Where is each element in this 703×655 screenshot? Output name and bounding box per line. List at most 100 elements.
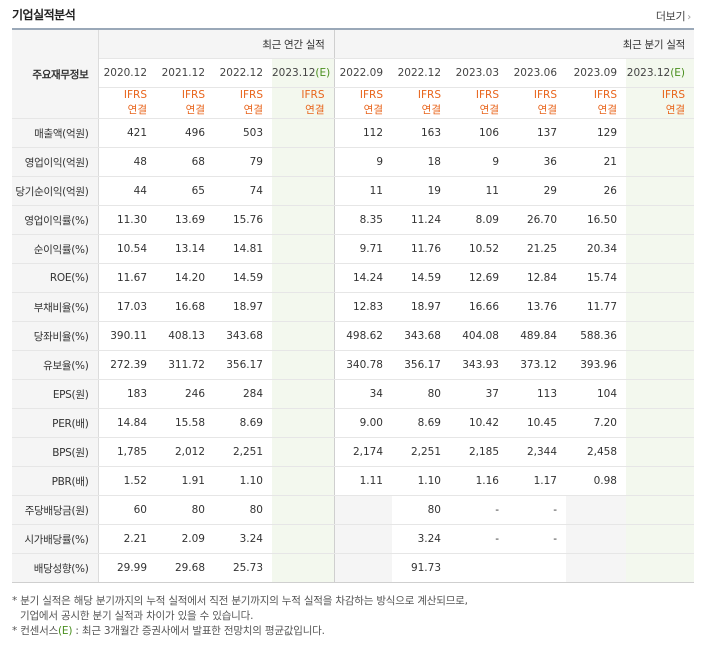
period-label: 2023.09 (573, 67, 617, 79)
cell-value: 10.45 (508, 408, 566, 438)
period-header: 2023.06 (508, 58, 566, 88)
cell-value: 404.08 (450, 321, 508, 351)
cell-value: 80 (392, 379, 450, 409)
cell-value: 498.62 (334, 321, 392, 351)
cell-value (272, 263, 335, 293)
cell-value: 1.91 (156, 466, 214, 496)
consolidated-label: 연결 (665, 104, 686, 116)
note-line: * 컨센서스(E) : 최근 3개월간 증권사에서 발표한 전망치의 평균값입니… (12, 624, 468, 639)
cell-value: 19 (392, 176, 450, 206)
period-header: 2022.12 (214, 58, 272, 88)
row-label: 순이익률(%) (12, 234, 99, 264)
row-label: PER(배) (12, 408, 99, 438)
cell-value: 65 (156, 176, 214, 206)
table-row: 시가배당률(%) 2.21 2.09 3.24 3.24- - (12, 524, 695, 554)
consolidated-label: 연결 (421, 104, 441, 116)
ifrs-header: IFRS 연결 (334, 87, 392, 119)
cell-value: 21 (566, 147, 626, 177)
section-title: 기업실적분석 (12, 8, 76, 22)
cell-value: 2,012 (156, 437, 214, 467)
period-label: 2022.12 (397, 67, 441, 79)
row-label: 유보율(%) (12, 350, 99, 380)
cell-value: 373.12 (508, 350, 566, 380)
cell-value: 14.24 (334, 263, 392, 293)
table-row: 주당배당금(원) 60 80 80 80- - (12, 495, 695, 525)
period-label: 2020.12 (103, 67, 147, 79)
cell-value: 14.84 (98, 408, 156, 438)
annual-header: 최근 연간 실적 (98, 28, 335, 59)
period-header: 2023.03 (450, 58, 508, 88)
cell-value: 2,185 (450, 437, 508, 467)
cell-value: 343.93 (450, 350, 508, 380)
table-row: ROE(%) 11.67 14.20 14.59 14.24 14.59 12.69 12.8… (12, 263, 695, 293)
cell-value: 26 (566, 176, 626, 206)
note-text: : 최근 3개월간 증권사에서 발표한 전망치의 평균값입니다. (72, 625, 325, 637)
row-label: 배당성향(%) (12, 553, 99, 583)
cell-value (566, 524, 626, 554)
cell-value: 11 (334, 176, 392, 206)
cell-value: 11.67 (98, 263, 156, 293)
cell-value: 272.39 (98, 350, 156, 380)
cell-value (450, 553, 508, 583)
cell-value: - (450, 524, 508, 554)
cell-value (272, 408, 335, 438)
table-row: 당좌비율(%) 390.11 408.13 343.68 498.62 343.68 404… (12, 321, 695, 351)
period-header: 2023.12(E) (626, 58, 695, 88)
cell-value: 7.20 (566, 408, 626, 438)
cell-value: 9.00 (334, 408, 392, 438)
period-row: 2020.12 2021.12 2022.12 2023.12(E) 2022.09 20… (12, 58, 695, 88)
ifrs-label: IFRS (123, 89, 147, 101)
row-label: BPS(원) (12, 437, 99, 467)
ifrs-header: IFRS 연결 (156, 87, 214, 119)
row-label: 시가배당률(%) (12, 524, 99, 554)
period-label: 2021.12 (161, 67, 205, 79)
cell-value: 1.10 (392, 466, 450, 496)
table-row: 매출액(억원) 421 496 503 112 163 106 137 129 (12, 118, 695, 148)
cell-value: 503 (214, 118, 272, 148)
cell-value: 80 (392, 495, 450, 525)
more-link[interactable]: 더보기 › (656, 8, 691, 24)
row-label: 당좌비율(%) (12, 321, 99, 351)
table-row: 영업이익률(%) 11.30 13.69 15.76 8.35 11.24 8.09 26.7… (12, 205, 695, 235)
cell-value: 2,251 (214, 437, 272, 467)
cell-value: 12.83 (334, 292, 392, 322)
cell-value: 26.70 (508, 205, 566, 235)
cell-value: 0.98 (566, 466, 626, 496)
period-header: 2020.12 (98, 58, 156, 88)
cell-value: - (508, 495, 566, 525)
ifrs-header: IFRS 연결 (98, 87, 156, 119)
cell-value (626, 379, 695, 409)
cell-value: 36 (508, 147, 566, 177)
table-row: 당기순이익(억원) 44 65 74 11 19 11 29 26 (12, 176, 695, 206)
cell-value: 18.97 (214, 292, 272, 322)
cell-value: 1.11 (334, 466, 392, 496)
cell-value: 311.72 (156, 350, 214, 380)
ifrs-label: IFRS (239, 89, 263, 101)
row-label: PBR(배) (12, 466, 99, 496)
cell-value: 2,344 (508, 437, 566, 467)
cell-value: 25.73 (214, 553, 272, 583)
ifrs-header: IFRS 연결 (566, 87, 626, 119)
cell-value: 1.16 (450, 466, 508, 496)
cell-value: 343.68 (392, 321, 450, 351)
row-label-header: 주요재무정보 (12, 28, 99, 119)
ifrs-label: IFRS (359, 89, 383, 101)
cell-value: 14.59 (392, 263, 450, 293)
ifrs-label: IFRS (301, 89, 325, 101)
cell-value (272, 350, 335, 380)
cell-value: 15.58 (156, 408, 214, 438)
cell-value: 18 (392, 147, 450, 177)
row-label: 영업이익률(%) (12, 205, 99, 235)
cell-value: 17.03 (98, 292, 156, 322)
cell-value: 15.74 (566, 263, 626, 293)
financial-table: 주요재무정보 최근 연간 실적 최근 분기 실적 2020.12 2021.12 2… (12, 28, 695, 583)
cell-value: 2,251 (392, 437, 450, 467)
estimate-marker: (E) (670, 67, 686, 79)
cell-value: - (450, 495, 508, 525)
cell-value (272, 553, 335, 583)
cell-value (272, 524, 335, 554)
consolidated-label: 연결 (305, 104, 325, 116)
consolidated-label: 연결 (597, 104, 617, 116)
cell-value (626, 408, 695, 438)
